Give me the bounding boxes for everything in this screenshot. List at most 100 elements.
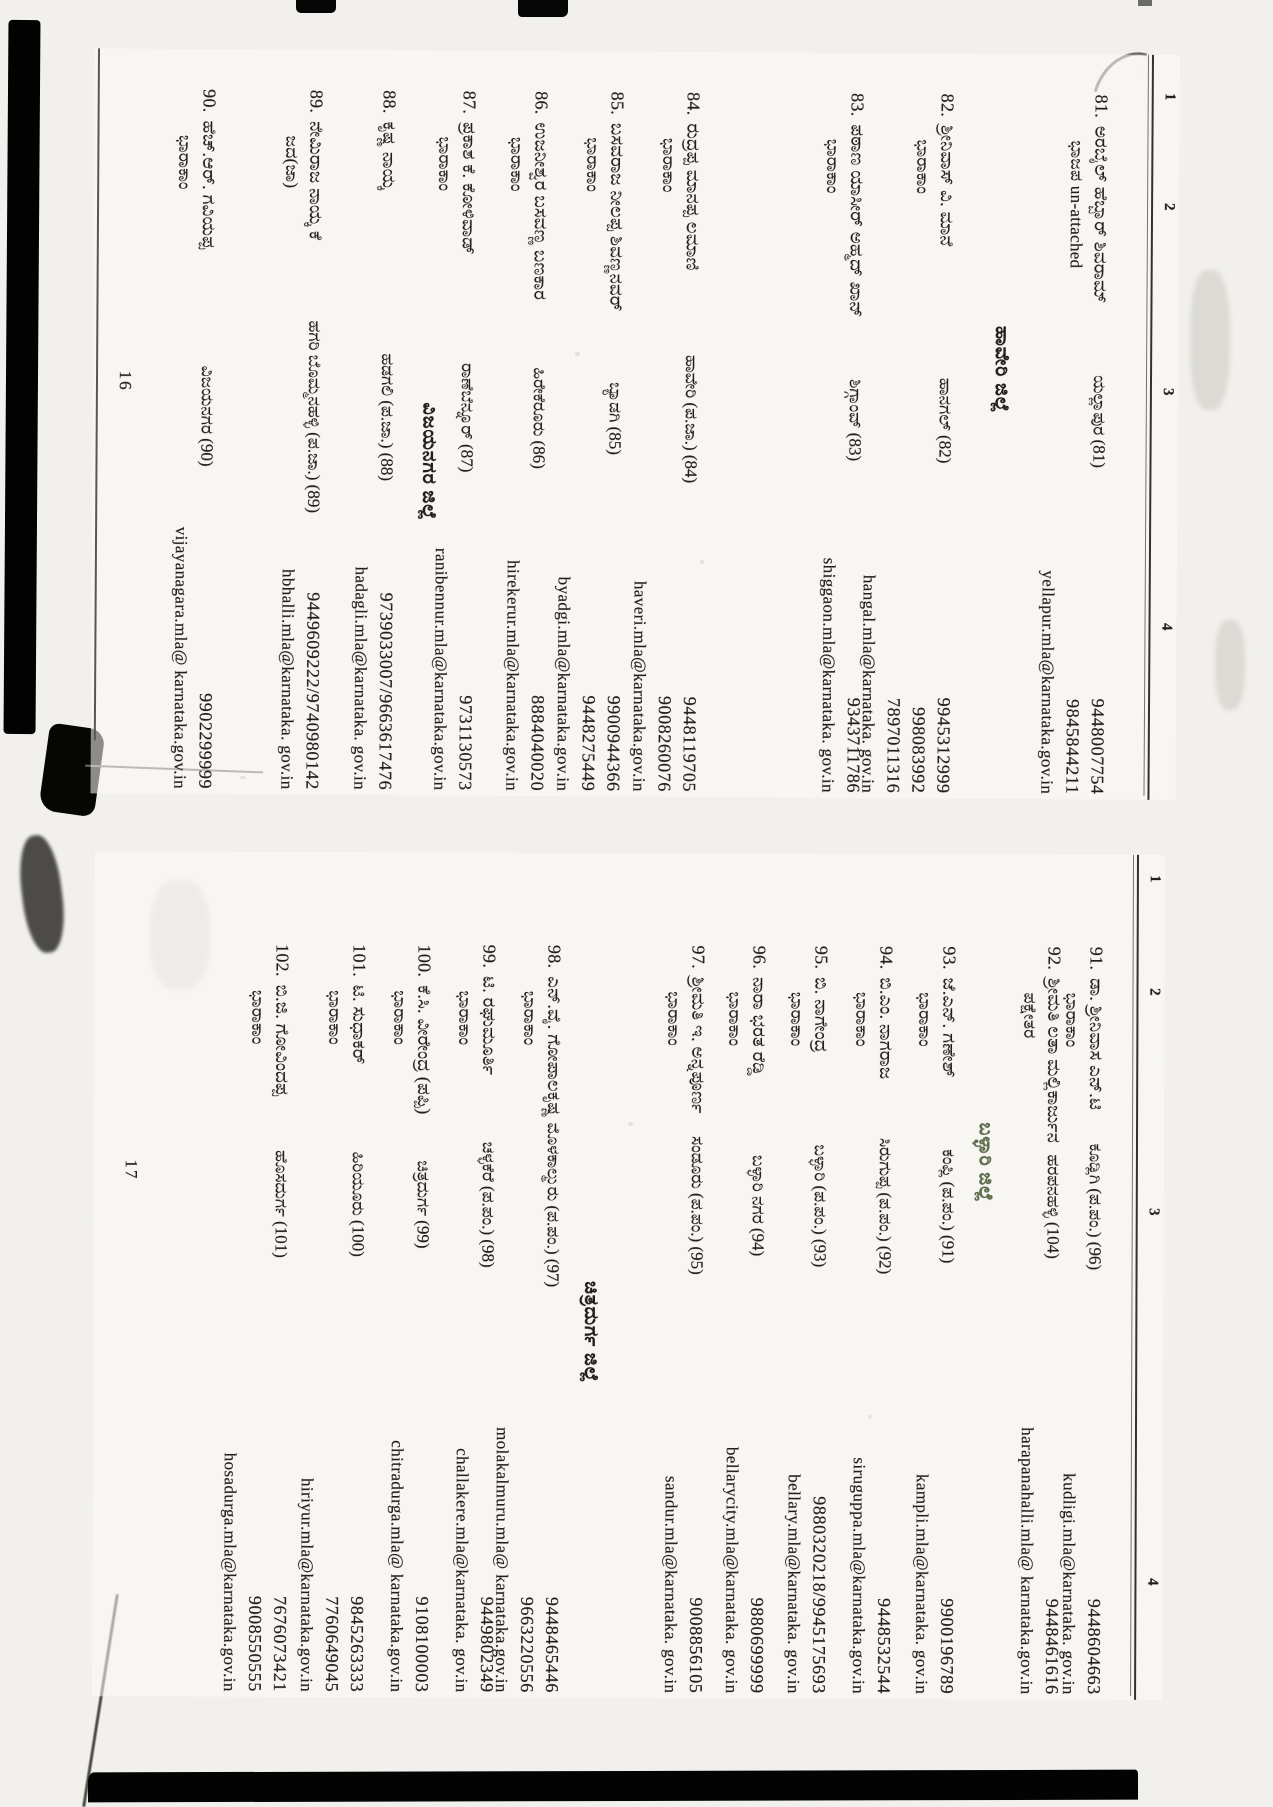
member-name: ಶ್ರೀನಿವಾಸ್ ವಿ. ಮಾನೆ [936,124,958,247]
serial-number: 87. [459,90,480,115]
table-row: 96. ನಾರಾ ಭರತ ರೆಡ್ಡಿ ಭಾರಾಕಾಂ ಬಳ್ಳಾರಿ ನಗರ (94… [722,854,770,1699]
page-number: 16 [115,370,136,392]
phone-number: 9663220556 [517,1596,538,1693]
table-header-rule [1134,854,1140,1700]
member-name: ಬಿ.ಎಂ. ನಾಗರಾಜ [876,977,897,1080]
contact-cell: 9343711786 shiggaon.mla@karnataka. gov.in [815,558,866,794]
party-label: ಜದ(ಜಾ) [282,135,302,189]
contact-cell: 9739033007/9663617476 hadagli.mla@karnata… [347,566,398,790]
fold-shadow [14,833,70,955]
serial-number: 102. [272,943,293,977]
party-label: ಭಾರಾಕಾಂ [325,990,345,1045]
member-cell: 101. ಟಿ. ಸುಧಾಕರ್ ಭಾರಾಕಾಂ [324,944,369,1064]
member-line: 89. ನೇಮಿರಾಜ ನಾಯ್ಕ ಕೆ [305,89,327,241]
phone-number: 9945312999 [933,697,955,794]
contact-cell: 9880699999 bellarycity.mla@karnataka. gov… [719,1447,770,1694]
phone-number: 9449802349 [477,1596,498,1693]
email-address: bellarycity.mla@karnataka. gov.in [722,1446,742,1694]
member-cell: 84. ರುದ್ರಪ್ಪ ಮಾನಪ್ಪ ಲಮಾಣಿ ಭಾರಾಕಾಂ [658,92,704,271]
phone-number: 8884040020 [527,695,549,792]
serial-number: 81. [1091,94,1112,118]
email-address: chitradurga.mla@ karnataka.gov.in [387,1440,407,1693]
member-line: 88. ಕೃಷ್ಣ ನಾಯ್ಕ [378,90,400,190]
constituency-label: ಬ್ಯಾಡಗಿ (85) [605,382,625,455]
member-name: ಪ್ರಕಾಶ ಕೆ. ಕೋಳಿವಾಡ್ [458,122,480,255]
party-label: ಭಾರಾಕಾಂ [455,990,475,1046]
member-name: ಅರಬೈಲ್ ಹೆಬ್ಬಾರ್ ಶಿವರಾಮ್ [1090,125,1112,304]
column-header: 1 [1146,874,1163,883]
party-label: ಭಾರಾಕಾಂ [787,991,807,1047]
email-address: hadagli.mla@karnataka. gov.in [350,566,371,791]
column-header: 2 [1146,987,1163,996]
contact-cell: 9900196789 kampli.mla@karnataka. gov.in [909,1474,960,1694]
member-line: 87. ಪ್ರಕಾಶ ಕೆ. ಕೋಳಿವಾಡ್ [458,91,480,255]
table-header-rule [1147,54,1155,800]
party-label: ಭಾರಾಕಾಂ [823,138,843,194]
phone-number: 9880699999 [747,1597,768,1694]
column-header: 3 [1145,1207,1162,1216]
member-line: 82. ಶ್ರೀನಿವಾಸ್ ವಿ. ಮಾನೆ [936,94,958,247]
phone-number: 9448532544 [874,1597,895,1695]
contact-cell: 9108100003 chitradurga.mla@ karnataka.gov… [384,1440,435,1692]
serial-number: 89. [306,89,327,114]
member-cell: 96. ನಾರಾ ಭರತ ರೆಡ್ಡಿ ಭಾರಾಕಾಂ [724,945,769,1076]
serial-number: 90. [199,89,220,113]
member-cell: 99. ಟಿ. ರಘುಮೂರ್ತಿ ಭಾರಾಕಾಂ [454,945,499,1076]
member-line: 83. ಪಠಾಣ ಯಾಸೀರ್ ಅಹ್ಮದ್ ಖಾನ್ [845,93,867,318]
member-cell: 91.ಡಾ. ಶ್ರೀನಿವಾಸ ಎನ್.ಟಿ ಭಾರಾಕಾಂ [1061,946,1107,1110]
table-row: 88. ಕೃಷ್ಣ ನಾಯ್ಕ ಹಡಗಲಿ (ಪ.ಜಾ.) (88) 97390330… [350,50,400,795]
column-header: 4 [1144,1577,1161,1586]
district-header: ಚಿತ್ರದುರ್ಗ ಜಿಲ್ಲೆ [580,1280,602,1383]
phone-number: 7760649045 [322,1596,343,1693]
top-scan-mark [296,0,336,13]
member-name: ರುದ್ರಪ್ಪ ಮಾನಪ್ಪ ಲಮಾಣಿ [682,123,704,271]
serial-number: 95. [811,945,832,970]
member-cell: 86. ಉಜನೀಶ್ವರ ಬಸವಣ್ಣ ಬಣಕಾರ ಭಾರಾಕಾಂ [505,91,552,300]
member-line: 101. ಟಿ. ಸುಧಾಕರ್ [348,944,369,1064]
serial-number: 91. [1086,946,1107,971]
member-name: ಟಿ. ರಘುಮೂರ್ತಿ [479,976,500,1076]
contact-cell: 9731130573 ranibennur.mla@karnataka.gov.i… [427,548,478,791]
email-address: vijayanagara.mla@ karnataka.gov.in [170,526,192,789]
table-row: 100.ಕೆ.ಸಿ. ವೀರೇಂದ್ರ (ಪಪ್ಪಿ) ಭಾರಾಕಾಂ ಚಿತ್ರದ… [387,852,435,1697]
contact-cell: 9449609222/9740980142 hbhalli.mla@karnata… [274,569,325,790]
party-label: ಭಾರಾಕಾಂ [435,136,455,192]
phone-number: 7897011316 [883,697,905,794]
table-row: 93. ಜೆ.ಎನ್. ಗಣೇಶ್ ಭಾರಾಕಾಂ ಕಂಪ್ಲಿ (ಪ.ಪಂ.) (9… [912,854,960,1699]
contact-cell: 7676073421 9008550555 hosadurga.mla@karnat… [217,1453,293,1692]
serial-number: 98. [544,944,565,969]
serial-number: 88. [379,90,400,114]
contact-cell: 9902299999 vijayanagara.mla@ karnataka.go… [167,527,219,790]
table-row: 84. ರುದ್ರಪ್ಪ ಮಾನಪ್ಪ ಲಮಾಣಿ ಭಾರಾಕಾಂ ಹಾವೇರಿ (ಪ… [629,52,704,797]
serial-number: 83. [847,92,868,117]
table-row: 87. ಪ್ರಕಾಶ ಕೆ. ಕೋಳಿವಾಡ್ ಭಾರಾಕಾಂ ರಾಣೆಬೆನ್ನೂರ… [430,51,480,796]
top-scan-mark [518,0,568,17]
constituency-label: ವಿಜಯನಗರ (90) [197,365,218,467]
column-header: 3 [1159,387,1176,396]
member-cell: 90. ಹೆಚ್.ಆರ್. ಗವಿಯಪ್ಪ ಭಾರಾಕಾಂ [174,89,220,249]
member-name: ಪಠಾಣ ಯಾಸೀರ್ ಅಹ್ಮದ್ ಖಾನ್ [846,124,868,318]
party-label: ಪಕ್ಷೇತರ [1020,992,1040,1039]
serial-number: 94. [876,945,897,970]
member-cell: 88. ಕೃಷ್ಣ ನಾಯ್ಕ [378,90,400,190]
member-name: ನೇಮಿರಾಜ ನಾಯ್ಕ ಕೆ [305,121,327,241]
email-address: siruguppa.mla@karnataka.gov.in [849,1457,869,1694]
page-16: 1 2 3 4 81. ಅರಬೈಲ್ ಹೆಬ್ಬಾರ್ ಶಿವರಾಮ್ ಭಾಜಪ un-at… [90,48,1180,800]
member-name: ಬಿ. ನಾಗೇಂದ್ರ [811,977,832,1053]
phone-number: 9448275449 [578,695,600,792]
phone-number: 9448604663 [1084,1598,1105,1695]
email-address: hbhalli.mla@karnataka. gov.in [277,568,298,790]
district-header: ವಿಜಯನಗರ ಜಿಲ್ಲೆ [418,402,440,521]
table-row: 89. ನೇಮಿರಾಜ ನಾಯ್ಕ ಕೆ ಜದ(ಜಾ) ಹಗರಿ ಬೊಮ್ಮನಹಳ್ಳ… [277,50,327,795]
table-row: 98.ಎನ್.ವೈ. ಗೋಪಾಲಕೃಷ್ಣ ಭಾರಾಕಾಂ ಮೊಳಕಾಲ್ಮುರು … [492,853,565,1698]
constituency-label: ಕೂಡ್ಲಿಗಿ (ಪ.ಪಂ.) (96) [1085,1143,1105,1271]
phone-number: 9449609222/9740980142 [302,592,324,790]
member-line: 102. ಬಿ.ಜಿ. ಗೋವಿಂದಪ್ಪ [271,944,293,1096]
binding-black-bar [3,19,41,735]
member-cell: 93. ಜೆ.ಎನ್. ಗಣೇಶ್ ಭಾರಾಕಾಂ [914,946,959,1078]
member-cell: 81. ಅರಬೈಲ್ ಹೆಬ್ಬಾರ್ ಶಿವರಾಮ್ ಭಾಜಪ un-attach… [1065,94,1112,304]
serial-number: 101. [349,944,370,977]
party-label: ಭಾರಾಕಾಂ [664,991,684,1047]
email-address: hosadurga.mla@karnataka.gov.in [220,1452,240,1692]
